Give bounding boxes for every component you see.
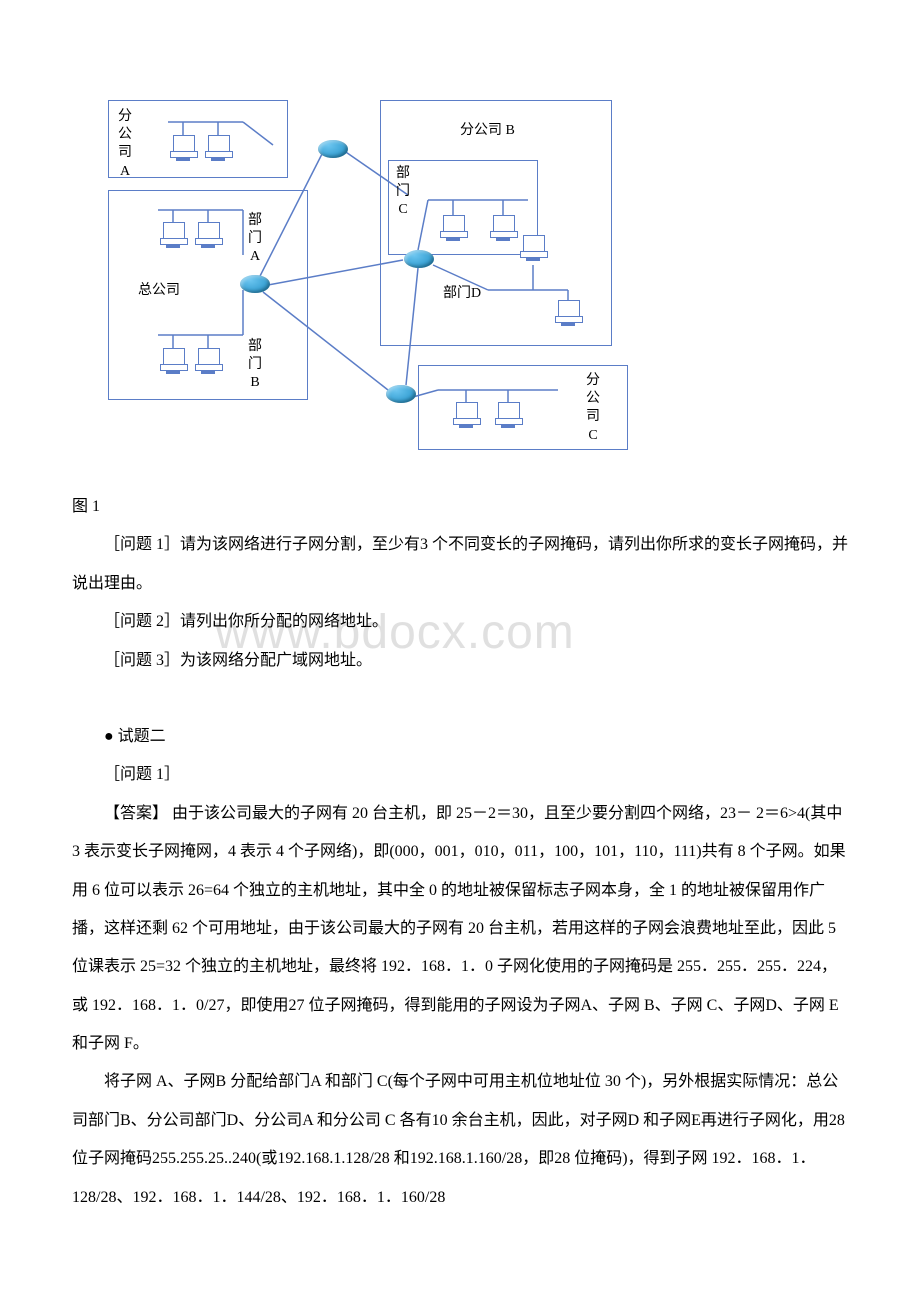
label-sub-b: 分公司 B <box>460 122 515 140</box>
router-icon <box>240 275 270 293</box>
label-dept-d: 部门D <box>443 285 481 303</box>
question-3: ［问题 3］为该网络分配广域网地址。 <box>72 642 848 680</box>
label-sub-c: 分公司C <box>586 372 600 445</box>
computer-icon <box>195 348 221 374</box>
section-title: ● 试题二 <box>72 718 848 756</box>
question-1: ［问题 1］请为该网络进行子网分割，至少有3 个不同变长的子网掩码，请列出你所求… <box>72 526 848 603</box>
computer-icon <box>453 402 479 428</box>
dept-b-text: 部门B <box>248 338 262 393</box>
dept-a-text: 部门A <box>248 212 262 267</box>
computer-icon <box>495 402 521 428</box>
computer-icon <box>160 348 186 374</box>
answer-para-1: 【答案】 由于该公司最大的子网有 20 台主机，即 25－2＝30，且至少要分割… <box>72 795 848 1064</box>
computer-icon <box>490 215 516 241</box>
label-dept-b: 部门B <box>248 338 262 393</box>
computer-icon <box>160 222 186 248</box>
answer-para-2: 将子网 A、子网B 分配给部门A 和部门 C(每个子网中可用主机位地址位 30 … <box>72 1063 848 1217</box>
sub-a-line1: 分公司A <box>118 108 132 181</box>
document-text: 图 1 ［问题 1］请为该网络进行子网分割，至少有3 个不同变长的子网掩码，请列… <box>72 488 848 1217</box>
figure-label: 图 1 <box>72 488 848 526</box>
computer-icon <box>205 135 231 161</box>
question-2: ［问题 2］请列出你所分配的网络地址。 <box>72 603 848 641</box>
label-dept-a: 部门A <box>248 212 262 267</box>
label-sub-a: 分公司A <box>118 108 132 181</box>
label-dept-c: 部门C <box>396 165 410 220</box>
answer-heading: ［问题 1］ <box>72 756 848 794</box>
computer-icon <box>440 215 466 241</box>
router-icon <box>404 250 434 268</box>
router-icon <box>318 140 348 158</box>
computer-icon <box>195 222 221 248</box>
network-diagram: 分公司A 总公司 部门A 部门B 分公司 B 部门C 部门D 分公司C <box>108 100 652 456</box>
box-sub-a <box>108 100 288 178</box>
computer-icon <box>520 235 546 261</box>
computer-icon <box>170 135 196 161</box>
router-icon <box>386 385 416 403</box>
sub-c-text: 分公司C <box>586 372 600 445</box>
dept-c-text: 部门C <box>396 165 410 220</box>
computer-icon <box>555 300 581 326</box>
label-hq: 总公司 <box>138 282 180 300</box>
